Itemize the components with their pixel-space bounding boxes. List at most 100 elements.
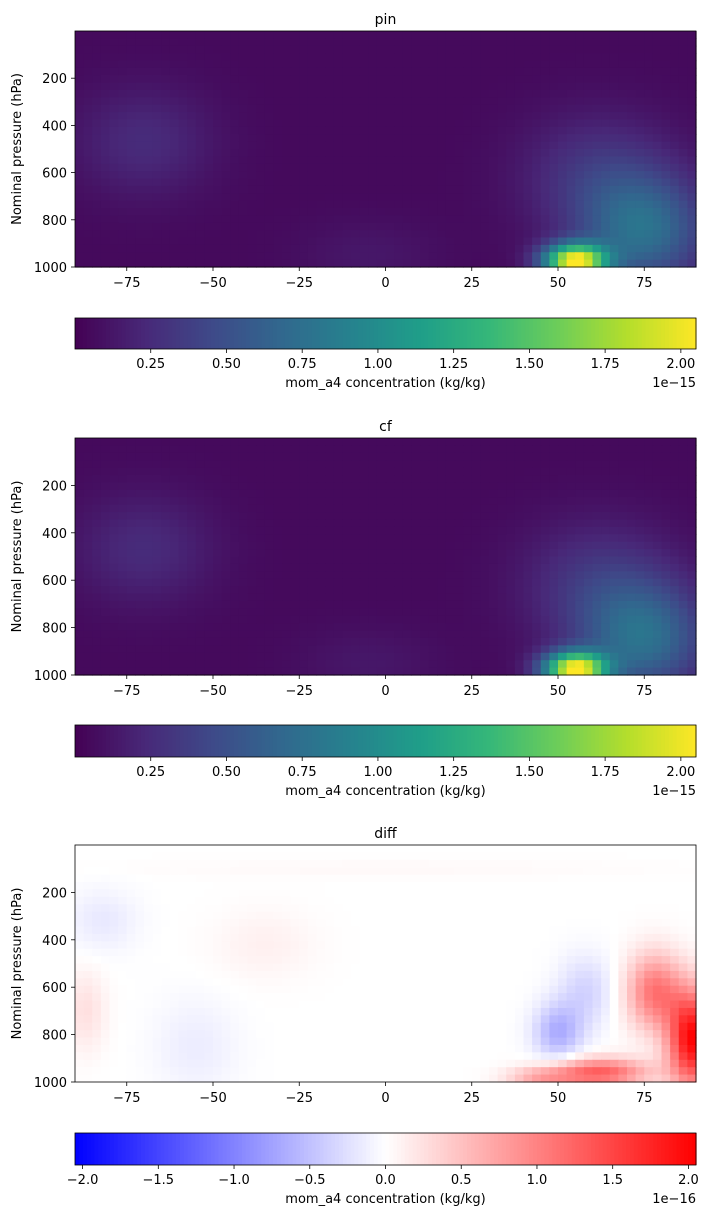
heatmap-cell	[100, 667, 111, 676]
heatmap-cell	[290, 185, 300, 194]
heatmap-cell	[652, 141, 663, 150]
heatmap-cell	[532, 563, 542, 572]
heatmap-cell	[368, 600, 378, 609]
heatmap-cell	[376, 534, 387, 543]
heatmap-cell	[609, 149, 619, 157]
heatmap-cell	[152, 549, 162, 558]
heatmap-cell	[359, 141, 369, 150]
heatmap-cell	[83, 660, 93, 669]
heatmap-cell	[342, 526, 352, 535]
heatmap-cell	[601, 38, 611, 47]
heatmap-cell	[178, 200, 188, 209]
heatmap-cell	[376, 623, 387, 632]
heatmap-cell	[273, 534, 283, 543]
heatmap-cell	[376, 630, 387, 639]
heatmap-cell	[558, 193, 568, 202]
heatmap-cell	[635, 60, 645, 69]
heatmap-cell	[135, 104, 145, 113]
heatmap-cell	[506, 467, 516, 476]
heatmap-cell	[100, 637, 111, 646]
heatmap-cell	[247, 623, 257, 632]
heatmap-cell	[213, 156, 223, 165]
heatmap-cell	[514, 237, 525, 246]
heatmap-cell	[635, 53, 645, 62]
heatmap-cell	[273, 178, 283, 187]
y-axis-label: Nominal pressure (hPa)	[10, 73, 25, 225]
heatmap-cell	[523, 608, 533, 617]
colorbar-tick-label: 0.75	[288, 357, 317, 372]
heatmap-cell	[644, 75, 654, 84]
heatmap-cell	[661, 608, 671, 617]
heatmap-cell	[532, 460, 542, 469]
heatmap-cell	[385, 134, 395, 143]
heatmap-cell	[644, 252, 654, 261]
heatmap-cell	[558, 541, 568, 550]
heatmap-cell	[169, 141, 180, 150]
heatmap-cell	[420, 104, 430, 113]
heatmap-cell	[264, 475, 274, 484]
heatmap-cell	[661, 112, 671, 121]
heatmap-cell	[333, 452, 343, 461]
heatmap-cell	[627, 53, 637, 62]
heatmap-cell	[342, 185, 352, 194]
heatmap-cell	[264, 104, 274, 113]
heatmap-cell	[144, 38, 154, 47]
heatmap-cell	[299, 156, 309, 165]
heatmap-cell	[290, 45, 300, 54]
heatmap-cell	[540, 586, 550, 595]
heatmap-cell	[489, 126, 499, 135]
heatmap-cell	[549, 489, 559, 498]
heatmap-cell	[670, 660, 680, 669]
colorbar-swatch	[610, 725, 616, 757]
heatmap-cell	[109, 571, 119, 580]
heatmap-cell	[411, 45, 421, 54]
heatmap-cell	[394, 645, 404, 654]
heatmap-cell	[282, 156, 292, 165]
heatmap-cell	[575, 230, 585, 239]
heatmap-cell	[471, 475, 481, 484]
heatmap-cell	[152, 200, 162, 209]
heatmap-cell	[178, 185, 188, 194]
heatmap-cell	[187, 178, 197, 187]
heatmap-cell	[307, 193, 318, 202]
heatmap-cell	[213, 482, 223, 491]
heatmap-cell	[497, 112, 507, 121]
y-tick-label: 1000	[34, 669, 67, 684]
heatmap-cell	[213, 178, 223, 187]
heatmap-cell	[213, 126, 223, 135]
heatmap-cell	[144, 445, 154, 454]
heatmap-cell	[428, 571, 438, 580]
heatmap-cell	[187, 67, 197, 76]
colorbar-swatch	[598, 725, 604, 757]
heatmap-cell	[583, 104, 594, 113]
heatmap-cell	[135, 438, 145, 447]
heatmap-cell	[575, 526, 585, 535]
heatmap-cell	[514, 645, 525, 654]
heatmap-cell	[213, 556, 223, 565]
heatmap-cell	[411, 623, 421, 632]
heatmap-cell	[644, 563, 654, 572]
heatmap-cell	[351, 163, 361, 172]
heatmap-cell	[661, 200, 671, 209]
heatmap-cell	[264, 578, 274, 587]
heatmap-cell	[256, 512, 266, 521]
heatmap-cell	[351, 75, 361, 84]
heatmap-cell	[627, 230, 637, 239]
heatmap-cell	[359, 171, 369, 180]
heatmap-cell	[618, 134, 628, 143]
colorbar-swatch	[203, 318, 208, 349]
heatmap-cell	[627, 259, 637, 268]
heatmap-cell	[109, 252, 119, 261]
heatmap-cell	[687, 252, 697, 261]
heatmap-cell	[325, 244, 335, 253]
colorbar-swatch	[575, 725, 581, 757]
heatmap-cell	[256, 208, 266, 216]
heatmap-cell	[523, 60, 533, 69]
heatmap-cell	[221, 119, 231, 128]
heatmap-cell	[299, 645, 309, 654]
heatmap-cell	[299, 31, 309, 39]
heatmap-cell	[135, 504, 145, 513]
heatmap-cell	[75, 134, 85, 143]
heatmap-cell	[359, 185, 369, 194]
heatmap-cell	[333, 208, 343, 216]
